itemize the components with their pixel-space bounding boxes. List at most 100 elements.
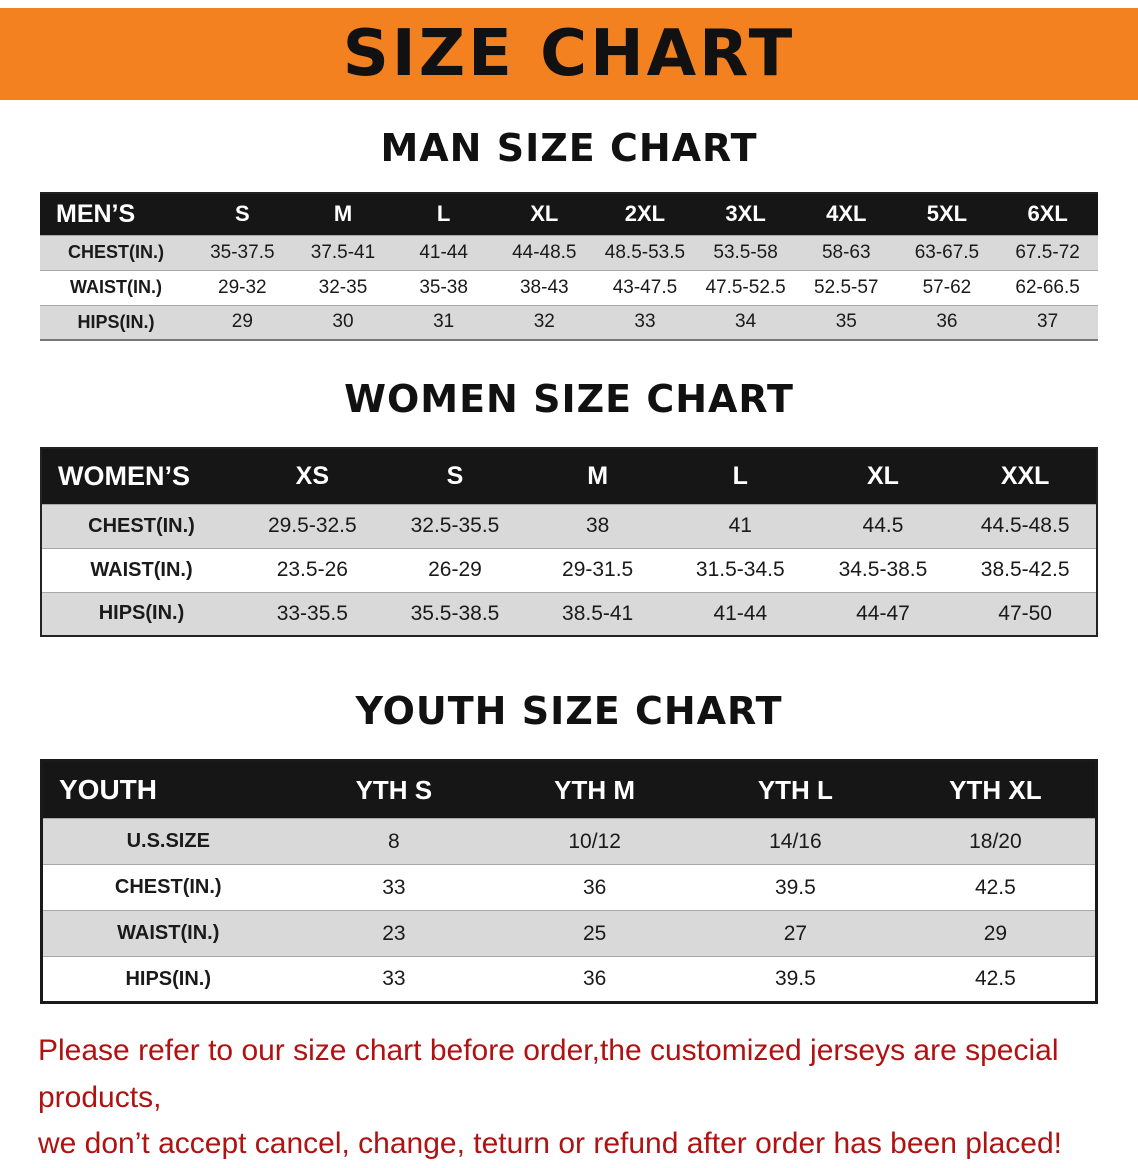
footer-notice: Please refer to our size chart before or… (38, 1028, 1118, 1168)
youth-size-table: YOUTH YTH S YTH M YTH L YTH XL U.S.SIZE 8 10/12… (40, 759, 1098, 1004)
size-column-header: S (383, 448, 527, 504)
size-column-header: 3XL (695, 193, 796, 235)
size-value-cell: 38 (526, 503, 669, 548)
size-value-cell: 37 (997, 304, 1098, 340)
notice-line-2: we don’t accept cancel, change, teturn o… (38, 1127, 1062, 1160)
size-value-cell: 44-48.5 (493, 234, 595, 270)
size-value-cell: 35-37.5 (192, 234, 293, 270)
table-title-cell: WOMEN’S (41, 448, 241, 504)
size-value-cell: 27 (695, 910, 896, 957)
size-value-cell: 48.5-53.5 (594, 234, 696, 270)
measurement-row: WAIST(IN.) 29-32 32-35 35-38 38-43 43-47.5 47.… (40, 269, 1098, 305)
section-men: MAN SIZE CHART MEN’S S M L XL 2XL 3XL 4XL 5XL 6XL… (0, 126, 1138, 341)
size-value-cell: 35.5-38.5 (383, 591, 527, 636)
size-value-cell: 33 (293, 864, 495, 911)
size-value-cell: 25 (494, 910, 695, 957)
section-women: WOMEN SIZE CHART WOMEN’S XS S M L XL XXL CHEST(… (0, 377, 1138, 637)
measurement-row: CHEST(IN.) 29.5-32.5 32.5-35.5 38 41 44.5 44.5… (41, 503, 1097, 548)
size-value-cell: 63-67.5 (896, 234, 998, 270)
size-value-cell: 39.5 (695, 864, 896, 911)
page-title: SIZE CHART (342, 17, 796, 91)
size-value-cell: 31 (393, 304, 494, 340)
size-column-header: XS (241, 448, 384, 504)
size-column-header: 4XL (795, 193, 897, 235)
measurement-row: WAIST(IN.) 23 25 27 29 (41, 910, 1097, 957)
measurement-row: HIPS(IN.) 29 30 31 32 33 34 35 36 37 (40, 304, 1098, 340)
measurement-row: HIPS(IN.) 33 36 39.5 42.5 (41, 956, 1097, 1003)
measurement-label: HIPS(IN.) (41, 956, 294, 1003)
size-value-cell: 30 (292, 304, 394, 340)
size-value-cell: 57-62 (896, 269, 998, 305)
size-value-cell: 35-38 (393, 269, 494, 305)
size-value-cell: 41-44 (668, 591, 812, 636)
size-table-header-row: MEN’S S M L XL 2XL 3XL 4XL 5XL 6XL (40, 193, 1098, 235)
size-value-cell: 29.5-32.5 (241, 503, 384, 548)
size-column-header: XXL (954, 448, 1097, 504)
table-title-cell: YOUTH (41, 760, 294, 819)
measurement-label: CHEST(IN.) (41, 503, 241, 548)
section-youth: YOUTH SIZE CHART YOUTH YTH S YTH M YTH L YTH… (0, 689, 1138, 1004)
size-value-cell: 36 (494, 864, 695, 911)
men-section-heading: MAN SIZE CHART (380, 126, 758, 170)
measurement-label: HIPS(IN.) (41, 591, 241, 636)
title-banner: SIZE CHART (0, 8, 1138, 100)
measurement-row: HIPS(IN.) 33-35.5 35.5-38.5 38.5-41 41-44 44-… (41, 591, 1097, 636)
table-title-cell: MEN’S (40, 193, 192, 235)
size-value-cell: 32-35 (292, 269, 394, 305)
measurement-label: U.S.SIZE (41, 818, 294, 865)
size-value-cell: 14/16 (695, 818, 896, 865)
women-section-heading: WOMEN SIZE CHART (344, 377, 794, 421)
measurement-label: CHEST(IN.) (41, 864, 294, 911)
size-value-cell: 47-50 (954, 591, 1097, 636)
size-value-cell: 8 (293, 818, 495, 865)
size-column-header: S (192, 193, 293, 235)
measurement-row: WAIST(IN.) 23.5-26 26-29 29-31.5 31.5-34.5 34… (41, 547, 1097, 592)
size-chart-page: SIZE CHART MAN SIZE CHART MEN’S S M L XL 2XL 3… (0, 8, 1138, 1168)
size-column-header: XL (493, 193, 595, 235)
men-size-table: MEN’S S M L XL 2XL 3XL 4XL 5XL 6XL CHEST(IN.) 35-37… (40, 192, 1098, 341)
size-value-cell: 35 (795, 304, 897, 340)
size-value-cell: 38.5-41 (526, 591, 669, 636)
size-value-cell: 41-44 (393, 234, 494, 270)
size-value-cell: 36 (494, 956, 695, 1003)
size-column-header: YTH L (695, 760, 896, 819)
measurement-row: CHEST(IN.) 33 36 39.5 42.5 (41, 864, 1097, 911)
measurement-label: WAIST(IN.) (41, 547, 241, 592)
measurement-label: HIPS(IN.) (40, 304, 192, 340)
size-value-cell: 38.5-42.5 (954, 547, 1097, 592)
size-value-cell: 44.5-48.5 (954, 503, 1097, 548)
size-column-header: YTH XL (895, 760, 1097, 819)
size-column-header: M (292, 193, 394, 235)
size-table-header-row: WOMEN’S XS S M L XL XXL (41, 448, 1097, 504)
size-value-cell: 41 (668, 503, 812, 548)
women-size-table: WOMEN’S XS S M L XL XXL CHEST(IN.) 29.5-32.5 32.5… (40, 447, 1098, 637)
size-value-cell: 32.5-35.5 (383, 503, 527, 548)
size-value-cell: 38-43 (493, 269, 595, 305)
size-column-header: YTH S (293, 760, 495, 819)
size-value-cell: 34 (695, 304, 796, 340)
size-value-cell: 31.5-34.5 (668, 547, 812, 592)
measurement-label: WAIST(IN.) (41, 910, 294, 957)
size-value-cell: 33-35.5 (241, 591, 384, 636)
size-column-header: M (526, 448, 669, 504)
size-value-cell: 18/20 (895, 818, 1097, 865)
size-value-cell: 29 (895, 910, 1097, 957)
size-column-header: 2XL (594, 193, 696, 235)
youth-section-heading: YOUTH SIZE CHART (355, 689, 783, 733)
size-value-cell: 33 (293, 956, 495, 1003)
size-value-cell: 39.5 (695, 956, 896, 1003)
size-value-cell: 42.5 (895, 956, 1097, 1003)
size-column-header: 5XL (896, 193, 998, 235)
size-column-header: 6XL (997, 193, 1098, 235)
size-value-cell: 33 (594, 304, 696, 340)
size-value-cell: 26-29 (383, 547, 527, 592)
measurement-row: U.S.SIZE 8 10/12 14/16 18/20 (41, 818, 1097, 865)
size-value-cell: 42.5 (895, 864, 1097, 911)
size-column-header: L (393, 193, 494, 235)
size-value-cell: 58-63 (795, 234, 897, 270)
size-value-cell: 23 (293, 910, 495, 957)
notice-line-1: Please refer to our size chart before or… (38, 1034, 1059, 1114)
size-value-cell: 29-32 (192, 269, 293, 305)
measurement-label: WAIST(IN.) (40, 269, 192, 305)
size-value-cell: 43-47.5 (594, 269, 696, 305)
